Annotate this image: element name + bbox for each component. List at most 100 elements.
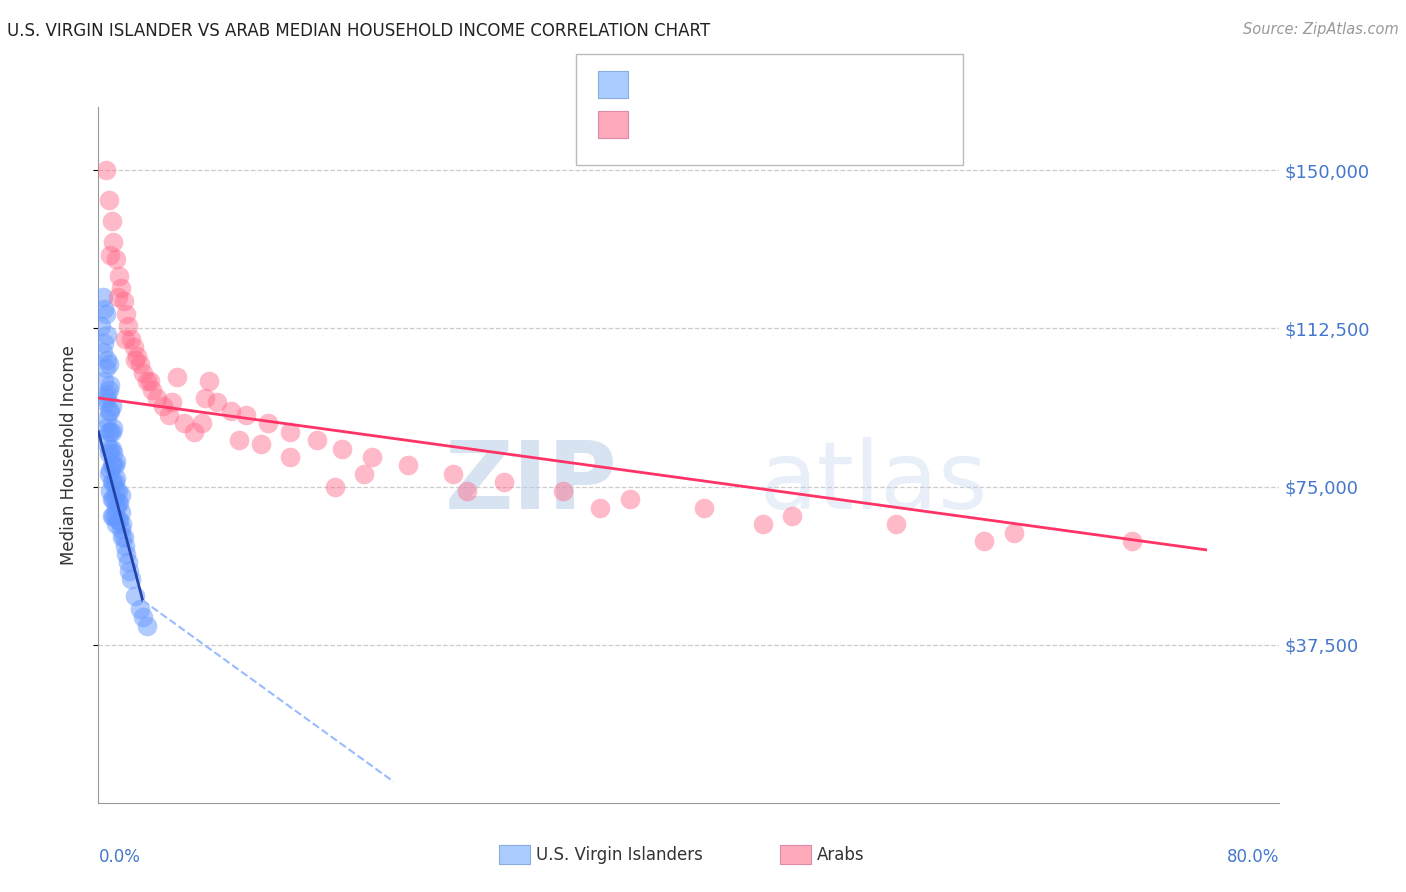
Point bbox=[96, 386, 118, 401]
Point bbox=[100, 458, 122, 473]
Point bbox=[782, 509, 804, 524]
Point bbox=[107, 496, 129, 510]
Point bbox=[90, 319, 112, 334]
Point bbox=[105, 454, 128, 468]
Point bbox=[97, 357, 120, 371]
Point bbox=[441, 467, 464, 481]
Point bbox=[173, 417, 195, 431]
Point bbox=[96, 353, 118, 368]
Point bbox=[132, 610, 155, 624]
Point bbox=[107, 513, 129, 527]
Point bbox=[305, 433, 328, 447]
Point bbox=[100, 214, 122, 228]
Point bbox=[105, 252, 128, 266]
Point bbox=[323, 479, 346, 493]
Point bbox=[96, 412, 118, 426]
Point bbox=[183, 425, 205, 439]
Point bbox=[108, 513, 131, 527]
Text: U.S. Virgin Islanders: U.S. Virgin Islanders bbox=[536, 846, 703, 863]
Point bbox=[98, 403, 121, 417]
Point bbox=[619, 492, 641, 507]
Point bbox=[396, 458, 419, 473]
Point bbox=[104, 509, 127, 524]
Point bbox=[93, 374, 115, 388]
Point bbox=[228, 433, 250, 447]
Point bbox=[94, 361, 117, 376]
Point bbox=[97, 193, 120, 207]
Point bbox=[94, 391, 117, 405]
Point bbox=[114, 539, 136, 553]
Point bbox=[103, 475, 125, 490]
Point bbox=[100, 442, 122, 456]
Point bbox=[152, 400, 174, 414]
Point bbox=[100, 400, 122, 414]
Point bbox=[94, 395, 117, 409]
Point bbox=[98, 425, 121, 439]
Point bbox=[103, 509, 125, 524]
Point bbox=[198, 374, 221, 388]
Point bbox=[219, 403, 242, 417]
Text: Arabs: Arabs bbox=[817, 846, 865, 863]
Point bbox=[93, 302, 115, 317]
Point bbox=[162, 395, 183, 409]
Point bbox=[111, 530, 134, 544]
Point bbox=[128, 357, 150, 371]
Point bbox=[110, 522, 132, 536]
Point bbox=[118, 564, 141, 578]
Point bbox=[120, 572, 142, 586]
Point bbox=[884, 517, 907, 532]
Point bbox=[456, 483, 478, 498]
Point bbox=[250, 437, 273, 451]
Point bbox=[103, 458, 125, 473]
Point bbox=[125, 349, 148, 363]
Point bbox=[132, 366, 155, 380]
Text: R = -0.252: R = -0.252 bbox=[637, 116, 747, 134]
Point bbox=[553, 483, 575, 498]
Point bbox=[751, 517, 773, 532]
Point bbox=[124, 589, 146, 603]
Point bbox=[1121, 534, 1143, 549]
Point bbox=[105, 517, 128, 532]
Point bbox=[104, 458, 127, 473]
Point bbox=[973, 534, 995, 549]
Point bbox=[108, 268, 131, 283]
Point bbox=[96, 437, 118, 451]
Point bbox=[257, 417, 280, 431]
Text: 0.0%: 0.0% bbox=[98, 848, 141, 866]
Point bbox=[191, 417, 214, 431]
Point bbox=[194, 391, 217, 405]
Point bbox=[103, 235, 125, 249]
Point bbox=[98, 247, 121, 261]
Point bbox=[94, 163, 117, 178]
Point bbox=[97, 425, 120, 439]
Point bbox=[1002, 525, 1025, 540]
Text: ZIP: ZIP bbox=[446, 437, 619, 529]
Point bbox=[103, 420, 125, 434]
Point bbox=[110, 488, 132, 502]
Point bbox=[107, 483, 129, 498]
Point bbox=[278, 425, 302, 439]
Point bbox=[157, 408, 180, 422]
Point bbox=[93, 336, 115, 351]
Point bbox=[111, 517, 134, 532]
Text: N = 70: N = 70 bbox=[801, 75, 872, 95]
Point bbox=[360, 450, 382, 464]
Point bbox=[98, 483, 121, 498]
Point bbox=[141, 383, 163, 397]
Point bbox=[97, 403, 120, 417]
Point bbox=[103, 446, 125, 460]
Point bbox=[97, 467, 120, 481]
Point bbox=[589, 500, 612, 515]
Point bbox=[100, 425, 122, 439]
Point bbox=[91, 344, 114, 359]
Point bbox=[108, 496, 131, 510]
Point bbox=[205, 395, 228, 409]
Point bbox=[120, 332, 142, 346]
Point bbox=[110, 505, 132, 519]
Point bbox=[128, 602, 150, 616]
Point bbox=[139, 374, 162, 388]
Point bbox=[278, 450, 302, 464]
Point bbox=[97, 383, 120, 397]
Point bbox=[353, 467, 375, 481]
Point bbox=[105, 483, 128, 498]
